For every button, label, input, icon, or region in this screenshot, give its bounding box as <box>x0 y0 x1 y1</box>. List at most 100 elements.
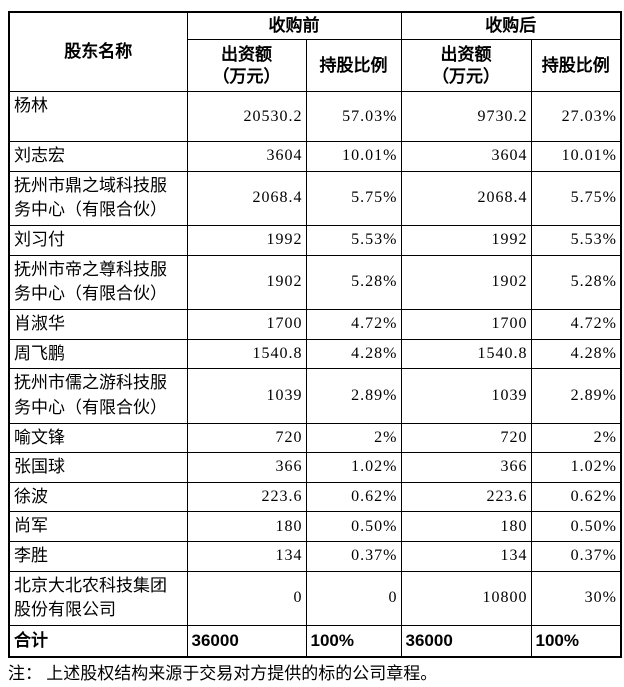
pre-amount-cell: 20530.2 <box>186 91 307 143</box>
header-pre-contribution: 出资额 （万元） <box>186 39 307 93</box>
post-amount-cell: 1540.8 <box>400 338 532 370</box>
post-amount-cell: 3604 <box>400 141 532 172</box>
header-after-acquisition: 收购后 <box>400 11 622 41</box>
pre-amount-cell: 720 <box>186 422 307 454</box>
pre-ratio-cell: 5.53% <box>305 225 402 256</box>
table-row: 抚州市帝之尊科技服务中心（有限合伙） 1902 5.28% 1902 5.28% <box>8 254 622 310</box>
pre-ratio-cell: 57.03% <box>305 91 402 143</box>
table-row: 抚州市鼎之域科技服务中心（有限合伙） 2068.4 5.75% 2068.4 5.75% <box>8 170 622 227</box>
pre-ratio-cell: 0.50% <box>305 511 402 543</box>
post-ratio-cell: 27.03% <box>530 91 622 143</box>
shareholder-name-cell: 抚州市鼎之域科技服务中心（有限合伙） <box>8 170 188 227</box>
header-row-sub: 出资额 （万元） 持股比例 出资额 （万元） 持股比例 <box>9 39 622 93</box>
shareholder-name-cell: 杨林 <box>8 91 188 143</box>
pre-amount-cell: 1039 <box>186 368 307 424</box>
shareholder-name-cell: 张国球 <box>8 452 188 483</box>
contribution-label-line2: （万元） <box>212 66 281 86</box>
pre-ratio-cell: 2.89% <box>305 368 402 424</box>
table-row: 杨林 20530.2 57.03% 9730.2 27.03% <box>8 91 622 143</box>
shareholder-name-cell: 北京大北农科技集团股份有限公司 <box>8 570 188 626</box>
post-ratio-cell: 4.72% <box>530 308 622 340</box>
post-ratio-cell: 2% <box>530 422 622 454</box>
table-row: 刘志宏 3604 10.01% 3604 10.01% <box>8 141 622 172</box>
pre-amount-cell: 366 <box>186 452 307 483</box>
header-row-group: 股东名称 收购前 收购后 <box>8 11 622 93</box>
pre-amount-cell: 1902 <box>186 254 307 310</box>
footnote: 注： 上述股权结构来源于交易对方提供的标的公司章程。 <box>8 664 438 684</box>
post-ratio-cell: 5.28% <box>530 254 622 310</box>
post-amount-cell: 134 <box>400 541 532 572</box>
total-pre-ratio-cell: 100% <box>305 624 402 658</box>
shareholder-name-cell: 刘习付 <box>8 225 188 256</box>
post-amount-cell: 180 <box>400 511 532 543</box>
shareholder-name-cell: 肖淑华 <box>8 308 188 340</box>
post-amount-cell: 720 <box>400 422 532 454</box>
post-amount-cell: 1700 <box>400 308 532 340</box>
pre-amount-cell: 223.6 <box>186 481 307 513</box>
shareholder-name-cell: 徐波 <box>8 481 188 513</box>
shareholder-name-cell: 尚军 <box>8 511 188 543</box>
table-row: 周飞鹏 1540.8 4.28% 1540.8 4.28% <box>8 338 622 370</box>
pre-ratio-cell: 4.28% <box>305 338 402 370</box>
contribution-label-line2: （万元） <box>432 66 500 86</box>
post-amount-cell: 366 <box>400 452 532 483</box>
table-row: 抚州市儒之游科技服务中心（有限合伙） 1039 2.89% 1039 2.89% <box>8 368 622 424</box>
shareholder-name-cell: 李胜 <box>8 541 188 572</box>
post-amount-cell: 1902 <box>400 254 532 310</box>
shareholder-name-cell: 抚州市帝之尊科技服务中心（有限合伙） <box>8 254 188 310</box>
post-ratio-cell: 30% <box>530 570 622 626</box>
pre-amount-cell: 1992 <box>186 225 307 256</box>
pre-amount-cell: 3604 <box>186 141 307 172</box>
post-amount-cell: 2068.4 <box>400 170 532 227</box>
equity-structure-table: 股东名称 收购前 收购后 出资额 （万元） 持股比例 出资额 （万元） 持股比例 杨… <box>8 11 622 659</box>
table-row: 北京大北农科技集团股份有限公司 0 0 10800 30% <box>8 570 622 626</box>
pre-ratio-cell: 5.28% <box>305 254 402 310</box>
table-footer: 合计 36000 100% 36000 100% <box>8 624 622 658</box>
contribution-label-line1: 出资额 <box>440 44 492 64</box>
total-row: 合计 36000 100% 36000 100% <box>8 624 622 658</box>
header-pre-ratio: 持股比例 <box>305 39 402 93</box>
pre-amount-cell: 134 <box>186 541 307 572</box>
table-row: 刘习付 1992 5.53% 1992 5.53% <box>8 225 622 256</box>
pre-ratio-cell: 2% <box>305 422 402 454</box>
table-row: 张国球 366 1.02% 366 1.02% <box>8 452 622 483</box>
pre-amount-cell: 1700 <box>186 308 307 340</box>
header-before-acquisition: 收购前 <box>186 11 402 41</box>
table-header: 股东名称 收购前 收购后 出资额 （万元） 持股比例 出资额 （万元） 持股比例 <box>8 11 622 93</box>
post-amount-cell: 1992 <box>400 225 532 256</box>
shareholder-name-cell: 周飞鹏 <box>8 338 188 370</box>
pre-amount-cell: 180 <box>186 511 307 543</box>
pre-amount-cell: 2068.4 <box>186 170 307 227</box>
total-post-amount-cell: 36000 <box>400 624 532 658</box>
post-ratio-cell: 10.01% <box>530 141 622 172</box>
post-ratio-cell: 1.02% <box>530 452 622 483</box>
header-post-ratio: 持股比例 <box>530 39 622 93</box>
header-shareholder-name: 股东名称 <box>8 11 188 93</box>
post-amount-cell: 1039 <box>400 368 532 424</box>
post-amount-cell: 9730.2 <box>400 91 532 143</box>
header-post-contribution: 出资额 （万元） <box>400 39 532 93</box>
pre-ratio-cell: 10.01% <box>305 141 402 172</box>
table-row: 肖淑华 1700 4.72% 1700 4.72% <box>8 308 622 340</box>
post-ratio-cell: 5.75% <box>530 170 622 227</box>
contribution-label-line1: 出资额 <box>221 44 272 64</box>
pre-ratio-cell: 0.62% <box>305 481 402 513</box>
table-row: 李胜 134 0.37% 134 0.37% <box>8 541 622 572</box>
table-row: 徐波 223.6 0.62% 223.6 0.62% <box>8 481 622 513</box>
total-pre-amount-cell: 36000 <box>186 624 307 658</box>
pre-amount-cell: 0 <box>186 570 307 626</box>
table-row: 喻文锋 720 2% 720 2% <box>8 422 622 454</box>
total-label: 合计 <box>8 624 188 658</box>
table-row: 尚军 180 0.50% 180 0.50% <box>8 511 622 543</box>
shareholder-name-cell: 刘志宏 <box>8 141 188 172</box>
pre-ratio-cell: 0 <box>305 570 402 626</box>
post-ratio-cell: 0.37% <box>530 541 622 572</box>
total-post-ratio-cell: 100% <box>530 624 622 658</box>
shareholder-name-cell: 喻文锋 <box>8 422 188 454</box>
table-body: 杨林 20530.2 57.03% 9730.2 27.03% 刘志宏 3604 10.01%… <box>8 91 622 626</box>
post-ratio-cell: 4.28% <box>530 338 622 370</box>
pre-ratio-cell: 1.02% <box>305 452 402 483</box>
pre-ratio-cell: 0.37% <box>305 541 402 572</box>
post-amount-cell: 223.6 <box>400 481 532 513</box>
